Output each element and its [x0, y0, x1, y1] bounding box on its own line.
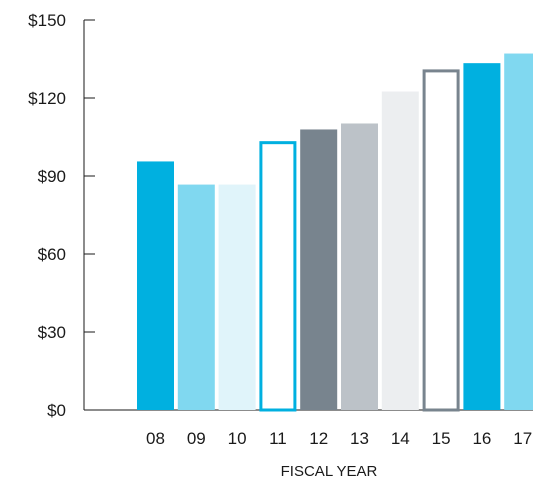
x-tick-label: 13: [350, 429, 369, 448]
bar-10: [218, 184, 256, 410]
y-tick-label: $120: [28, 89, 66, 108]
bar-12: [300, 129, 338, 410]
x-tick-label: 11: [269, 429, 287, 448]
y-tick-label: $150: [28, 11, 66, 30]
bar-14: [381, 91, 419, 410]
x-axis-labels: 08 09 10 11 12 13 14 15 16 17: [146, 429, 532, 448]
bar-15: [422, 69, 460, 412]
bar-11: [259, 141, 297, 412]
y-tick-label: $0: [47, 401, 66, 420]
bar-08: [137, 161, 174, 410]
x-tick-label: 14: [391, 429, 410, 448]
x-tick-label: 08: [146, 429, 165, 448]
y-tick-label: $90: [38, 167, 66, 186]
x-tick-label: 12: [309, 429, 328, 448]
bar-17: [504, 53, 533, 410]
bar-13: [341, 123, 378, 410]
x-tick-label: 16: [472, 429, 491, 448]
x-tick-label: 17: [513, 429, 532, 448]
x-tick-label: 10: [228, 429, 247, 448]
y-tick-label: $30: [38, 323, 66, 342]
bars: [137, 53, 533, 412]
x-axis-title: FISCAL YEAR: [281, 463, 378, 480]
bar-09: [177, 184, 215, 410]
bar-16: [463, 63, 501, 410]
x-tick-label: 15: [432, 429, 451, 448]
x-tick-label: 09: [187, 429, 206, 448]
y-tick-label: $60: [38, 245, 66, 264]
